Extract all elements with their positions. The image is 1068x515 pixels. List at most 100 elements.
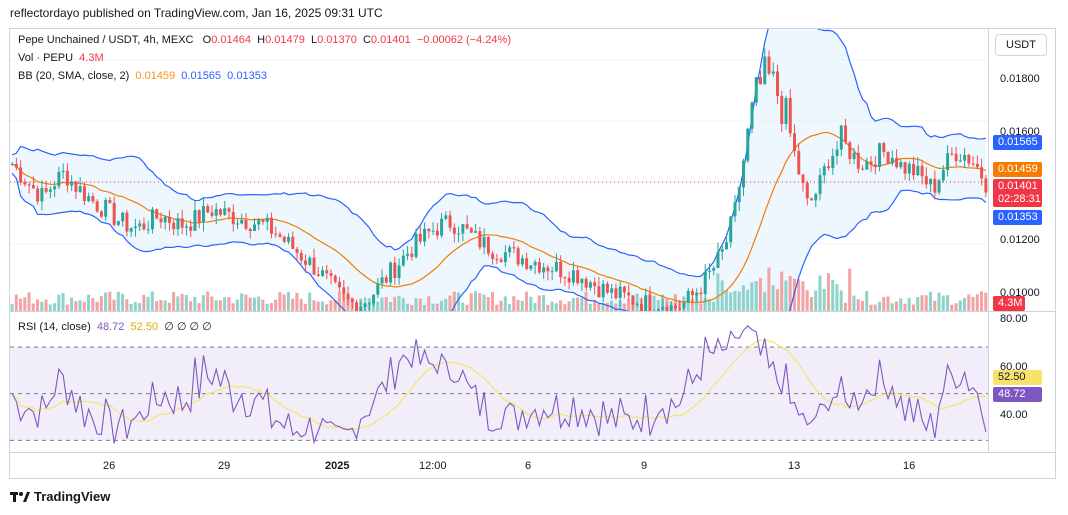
time-label: 2025 bbox=[325, 460, 350, 472]
candle-body bbox=[376, 283, 380, 295]
volume-bar bbox=[316, 301, 320, 311]
candle-body bbox=[529, 265, 533, 269]
volume-bar bbox=[410, 304, 414, 311]
candle-body bbox=[61, 170, 65, 172]
candle-body bbox=[503, 252, 507, 263]
volume-bar bbox=[244, 294, 248, 311]
candle-body bbox=[533, 262, 537, 266]
volume-bar bbox=[835, 284, 839, 311]
candle-body bbox=[393, 262, 397, 279]
volume-bar bbox=[958, 300, 962, 311]
published-line: reflectordayo published on TradingView.c… bbox=[10, 6, 383, 20]
volume-bar bbox=[516, 299, 520, 311]
volume-bar bbox=[418, 298, 422, 311]
volume-bar bbox=[775, 289, 779, 311]
candle-body bbox=[580, 278, 584, 284]
volume-bar bbox=[184, 295, 188, 311]
volume-bar bbox=[601, 302, 605, 311]
candle-body bbox=[984, 178, 988, 193]
candle-body bbox=[10, 164, 14, 166]
volume-bar bbox=[265, 303, 269, 311]
volume-bar bbox=[210, 296, 214, 311]
volume-bar bbox=[894, 301, 899, 311]
volume-bar bbox=[422, 304, 427, 311]
candle-body bbox=[831, 155, 835, 169]
volume-bar bbox=[686, 298, 690, 311]
volume-bar bbox=[295, 292, 299, 311]
volume-bar bbox=[461, 302, 465, 311]
candle-body bbox=[401, 255, 405, 266]
volume-bar bbox=[465, 304, 469, 311]
volume-bar bbox=[580, 297, 584, 311]
volume-bar bbox=[201, 295, 205, 311]
candle-body bbox=[550, 271, 554, 273]
time-label: 6 bbox=[525, 460, 532, 472]
candle-body bbox=[907, 163, 911, 174]
candle-body bbox=[508, 247, 512, 253]
candle-body bbox=[138, 223, 142, 227]
candle-body bbox=[971, 163, 975, 165]
volume-bar bbox=[112, 299, 116, 311]
volume-bar bbox=[27, 292, 31, 311]
volume-bar bbox=[542, 295, 546, 311]
candle-body bbox=[937, 180, 941, 193]
candle-body bbox=[690, 290, 694, 296]
candle-body bbox=[78, 186, 82, 192]
candle-body bbox=[622, 286, 626, 293]
volume-bar bbox=[235, 299, 239, 311]
volume-bar bbox=[950, 304, 954, 311]
volume-bar bbox=[873, 304, 877, 311]
tradingview-logo[interactable]: TradingView bbox=[10, 489, 110, 504]
volume-bar bbox=[741, 285, 745, 311]
candle-body bbox=[372, 294, 376, 304]
volume-bar bbox=[337, 291, 341, 311]
candle-body bbox=[146, 229, 150, 231]
candle-body bbox=[210, 212, 214, 216]
candle-body bbox=[223, 208, 227, 215]
price-tick: 0.01200 bbox=[1000, 234, 1040, 246]
candle-body bbox=[367, 303, 371, 305]
legend-rsi: RSI (14, close) 48.72 52.50 ∅ ∅ ∅ ∅ bbox=[18, 320, 212, 333]
volume-bar bbox=[456, 292, 461, 311]
price-chart[interactable] bbox=[10, 29, 988, 311]
last-price: 0.01401 bbox=[998, 180, 1038, 192]
volume-bar bbox=[746, 289, 750, 311]
currency-unit-button[interactable]: USDT bbox=[995, 34, 1047, 56]
candle-body bbox=[963, 154, 967, 161]
volume-bar bbox=[780, 271, 784, 311]
candle-body bbox=[924, 176, 928, 185]
legend-open-label: O bbox=[202, 34, 212, 46]
rsi-chart[interactable] bbox=[10, 312, 988, 452]
volume-bar bbox=[610, 300, 614, 311]
volume-bar bbox=[869, 304, 873, 311]
candle-body bbox=[754, 77, 758, 103]
volume-bar bbox=[882, 297, 886, 311]
volume-bar bbox=[31, 303, 35, 311]
volume-bar bbox=[14, 294, 18, 311]
volume-bar bbox=[763, 291, 767, 311]
candle-body bbox=[325, 270, 329, 274]
candle-body bbox=[639, 303, 643, 311]
candle-body bbox=[733, 202, 737, 217]
volume-bar bbox=[469, 293, 473, 311]
volume-bar bbox=[104, 292, 108, 311]
volume-bar bbox=[737, 291, 741, 311]
candle-body bbox=[44, 188, 48, 192]
candle-body bbox=[397, 265, 401, 279]
candle-body bbox=[342, 287, 346, 294]
volume-bar bbox=[907, 298, 911, 311]
candle-body bbox=[873, 164, 877, 168]
candle-body bbox=[36, 188, 40, 202]
volume-bar bbox=[397, 295, 401, 311]
candle-body bbox=[614, 288, 618, 299]
bb-lower-tag: 0.01353 bbox=[993, 210, 1042, 225]
volume-bar bbox=[975, 294, 979, 311]
volume-bar bbox=[23, 297, 27, 311]
candle-body bbox=[278, 234, 282, 237]
candle-body bbox=[810, 198, 814, 201]
volume-bar bbox=[261, 299, 265, 311]
volume-bar bbox=[376, 301, 380, 311]
candle-body bbox=[725, 242, 728, 250]
candle-body bbox=[129, 228, 133, 232]
candle-body bbox=[167, 216, 171, 223]
